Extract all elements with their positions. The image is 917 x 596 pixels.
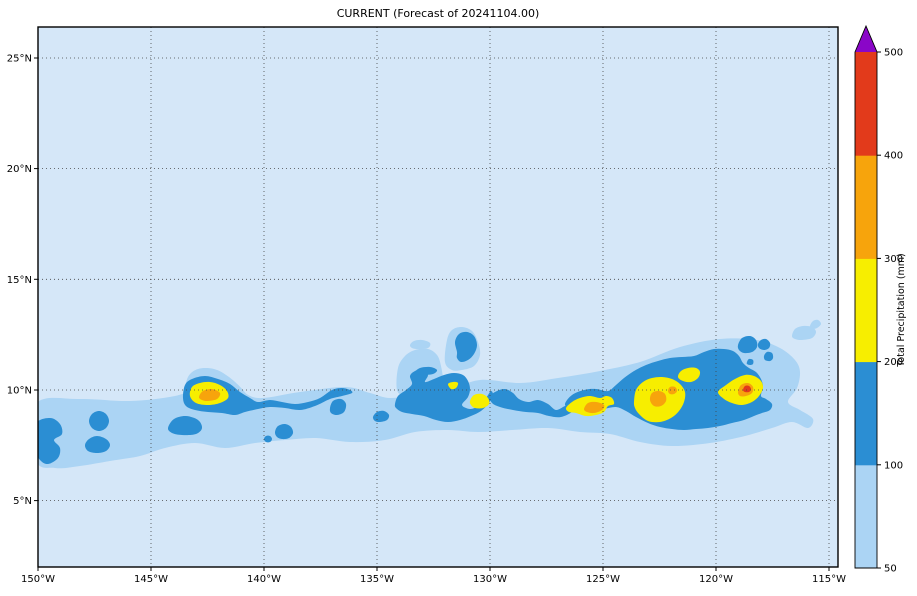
x-tick-label: 145°W: [134, 574, 168, 585]
x-tick-label: 115°W: [812, 574, 846, 585]
precip-region-orange-125.4w: [583, 401, 605, 414]
y-tick-label: 20°N: [7, 164, 32, 175]
x-tick-label: 130°W: [473, 574, 507, 585]
contour-layers: [38, 319, 822, 469]
precip-region-blob-117.7w-11.5n: [763, 351, 774, 362]
precip-region-orange-142.4w: [198, 388, 221, 402]
colorbar-segment: [855, 52, 877, 156]
x-tick-label: 125°W: [586, 574, 620, 585]
precip-region-orange-122w-10n: [668, 386, 678, 395]
y-tick-label: 10°N: [7, 386, 32, 397]
x-tick-label: 135°W: [360, 574, 394, 585]
precip-region-yellow-121.2w-10.7n: [677, 367, 701, 383]
precip-region-dot-118.5w-11.3n: [746, 358, 754, 365]
precip-region-blob-136.7w-9.2n: [329, 398, 347, 416]
precip-region-patch-116w-12.6n: [792, 325, 816, 341]
precip-region-blob-143.5w-8.4n: [167, 415, 203, 436]
y-tick-label: 25°N: [7, 54, 32, 65]
plot-border: [37, 26, 839, 568]
map-background: [38, 27, 838, 567]
precip-region-band-130w-127w: [489, 388, 574, 418]
precip-region-blob-147.3w-8.6n: [89, 411, 109, 431]
colorbar-axis-label: Total Precipitation (mm): [896, 253, 907, 368]
precip-region-snake-143w-136w: [182, 376, 353, 416]
precip-region-dash-132.8w-10.9n: [414, 366, 438, 375]
precip-region-orange-122.6w: [649, 390, 667, 407]
precip-region-red-118.6w: [743, 385, 751, 393]
colorbar-tick-label: 400: [884, 151, 903, 162]
precip-region-comma-131w-11.9n: [454, 331, 477, 363]
chart-title: CURRENT (Forecast of 20241104.00): [337, 7, 540, 20]
gridlines: [37, 27, 838, 567]
colorbar-tick-label: 50: [884, 564, 897, 575]
colorbar-segment: [855, 155, 877, 259]
colorbar-tick-label: 100: [884, 460, 903, 471]
precip-region-patch-133w-12n: [409, 339, 431, 349]
colorbar-segment: [855, 361, 877, 466]
precip-region-yellow-131.6w: [447, 381, 459, 390]
colorbar: 50 100 200 300 400 500 Total Precipitation (mm…: [854, 24, 907, 575]
precip-region-yellow-130.5w: [469, 393, 490, 409]
precip-region-blob-147.4w-7.5n: [84, 436, 110, 453]
precip-region-blob-139.1w-8.2n: [274, 423, 294, 440]
colorbar-outline: [854, 24, 878, 569]
precip-region-hook-150w: [38, 418, 63, 465]
colorbar-segment: [855, 464, 877, 569]
x-tick-label: 150°W: [21, 574, 55, 585]
x-tick-label: 140°W: [247, 574, 281, 585]
precip-region-mass-132w: [394, 368, 494, 422]
colorbar-segment: [855, 258, 877, 363]
colorbar-tick-label: 200: [884, 357, 903, 368]
precip-region-blob-118.6w-12.1n: [737, 335, 758, 354]
colorbar-tick-label: 500: [884, 48, 903, 59]
precip-region-patch-115.6w-12.9n: [809, 319, 822, 330]
colorbar-tick-label: 300: [884, 254, 903, 265]
y-tick-label: 5°N: [13, 496, 32, 507]
x-tick-label: 120°W: [699, 574, 733, 585]
precip-region-dot-139.8w-7.8n: [264, 435, 272, 443]
colorbar-over-arrow: [855, 26, 877, 52]
precip-region-blob-117.9w-12.1n: [757, 338, 771, 350]
y-tick-label: 15°N: [7, 275, 32, 286]
